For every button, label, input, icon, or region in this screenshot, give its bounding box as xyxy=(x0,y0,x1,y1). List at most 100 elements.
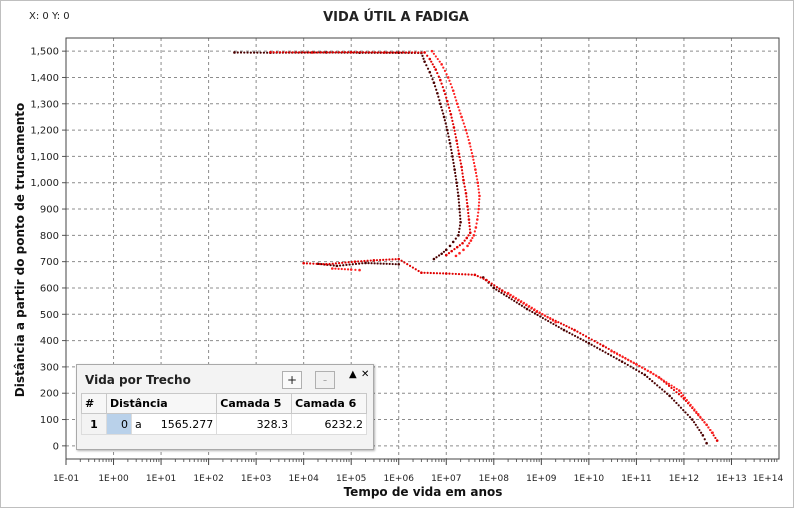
data-point xyxy=(467,273,470,276)
distance-unit-cell[interactable]: a xyxy=(131,413,152,435)
data-point xyxy=(707,426,710,429)
data-point xyxy=(477,191,481,194)
data-point xyxy=(596,341,599,344)
data-point xyxy=(448,79,451,82)
data-point xyxy=(440,105,443,109)
data-point xyxy=(346,268,350,271)
data-point xyxy=(385,258,388,261)
data-point xyxy=(520,300,523,303)
data-point xyxy=(452,123,455,126)
data-point xyxy=(513,299,516,303)
data-point xyxy=(539,315,542,318)
data-point xyxy=(447,252,451,255)
data-point xyxy=(464,191,468,195)
data-point xyxy=(325,51,329,54)
data-point xyxy=(417,269,420,273)
data-point xyxy=(679,406,683,409)
data-point xyxy=(461,241,464,245)
data-point xyxy=(438,99,441,102)
data-point xyxy=(348,263,351,266)
data-point xyxy=(335,264,339,268)
x-tick-label: 1E+13 xyxy=(716,474,746,484)
y-axis-label: Distância a partir do ponto de truncamen… xyxy=(13,103,27,398)
pin-icon[interactable]: ▲ xyxy=(349,369,357,380)
data-point xyxy=(359,51,362,54)
add-row-button[interactable]: + xyxy=(282,371,302,389)
data-point xyxy=(458,214,462,217)
data-point xyxy=(570,327,573,330)
data-point xyxy=(469,145,472,148)
data-point xyxy=(345,263,348,267)
camada-6-cell[interactable]: 6232.2 xyxy=(291,413,367,435)
column-header-distancia[interactable]: Distância xyxy=(105,393,218,414)
data-point xyxy=(331,262,334,265)
data-point xyxy=(473,165,476,168)
data-point xyxy=(408,51,411,54)
data-point xyxy=(703,421,706,424)
data-point xyxy=(698,428,701,432)
camada-5-cell[interactable]: 328.3 xyxy=(216,413,293,435)
data-point xyxy=(668,394,671,398)
data-point xyxy=(385,262,388,265)
chart-title: VIDA ÚTIL A FADIGA xyxy=(323,10,469,25)
data-point xyxy=(596,346,599,349)
column-header-num[interactable]: # xyxy=(81,393,107,414)
data-point xyxy=(239,51,243,54)
data-point xyxy=(477,184,480,188)
data-point xyxy=(627,359,630,362)
data-point xyxy=(653,382,656,385)
data-point xyxy=(449,113,453,116)
data-point xyxy=(635,363,638,366)
vida-por-trecho-panel[interactable]: Vida por Trecho + - ▲ ✕ # Distância Cama… xyxy=(76,364,374,450)
data-point xyxy=(466,244,469,248)
data-point xyxy=(411,51,414,54)
data-point xyxy=(476,218,479,221)
data-point xyxy=(458,211,461,214)
data-point xyxy=(457,234,460,237)
column-header-camada-5[interactable]: Camada 5 xyxy=(216,393,293,414)
distance-cell-selected[interactable]: 0 xyxy=(106,413,132,435)
data-point xyxy=(457,194,460,198)
x-tick-label: 1E+04 xyxy=(288,474,319,484)
data-point xyxy=(476,181,480,185)
data-point xyxy=(468,221,471,224)
data-point xyxy=(361,262,364,265)
distance-value-cell[interactable]: 1565.277 xyxy=(152,413,218,435)
y-tick-label: 1,100 xyxy=(30,152,59,163)
data-point xyxy=(459,112,462,115)
data-point xyxy=(350,260,353,264)
data-point xyxy=(562,328,566,332)
table-row[interactable]: 1 0 a 1565.277 328.3 6232.2 xyxy=(81,413,367,435)
data-point xyxy=(677,404,680,407)
column-header-camada-6[interactable]: Camada 6 xyxy=(291,393,367,414)
data-point xyxy=(362,51,365,54)
data-point xyxy=(266,51,269,54)
data-point xyxy=(509,293,512,296)
data-point xyxy=(343,268,346,271)
y-tick-label: 1,200 xyxy=(30,126,59,137)
data-point xyxy=(446,132,450,135)
data-point xyxy=(492,286,496,290)
data-point xyxy=(479,276,482,279)
data-point xyxy=(493,284,496,287)
data-point xyxy=(455,139,458,142)
data-point xyxy=(451,272,454,275)
data-point xyxy=(461,175,465,178)
data-point xyxy=(467,138,470,142)
data-point xyxy=(262,51,266,54)
data-point xyxy=(533,308,536,311)
data-point xyxy=(551,319,555,322)
data-point xyxy=(233,51,236,54)
data-point xyxy=(573,334,577,338)
close-icon[interactable]: ✕ xyxy=(361,369,370,380)
remove-row-button[interactable]: - xyxy=(315,371,335,389)
data-point xyxy=(340,267,343,271)
data-point xyxy=(474,168,477,171)
data-point xyxy=(445,125,448,128)
data-point xyxy=(288,51,291,54)
data-point xyxy=(448,138,451,142)
data-point xyxy=(294,51,298,54)
data-point xyxy=(386,51,389,54)
data-point xyxy=(425,64,428,67)
data-point xyxy=(450,249,453,253)
